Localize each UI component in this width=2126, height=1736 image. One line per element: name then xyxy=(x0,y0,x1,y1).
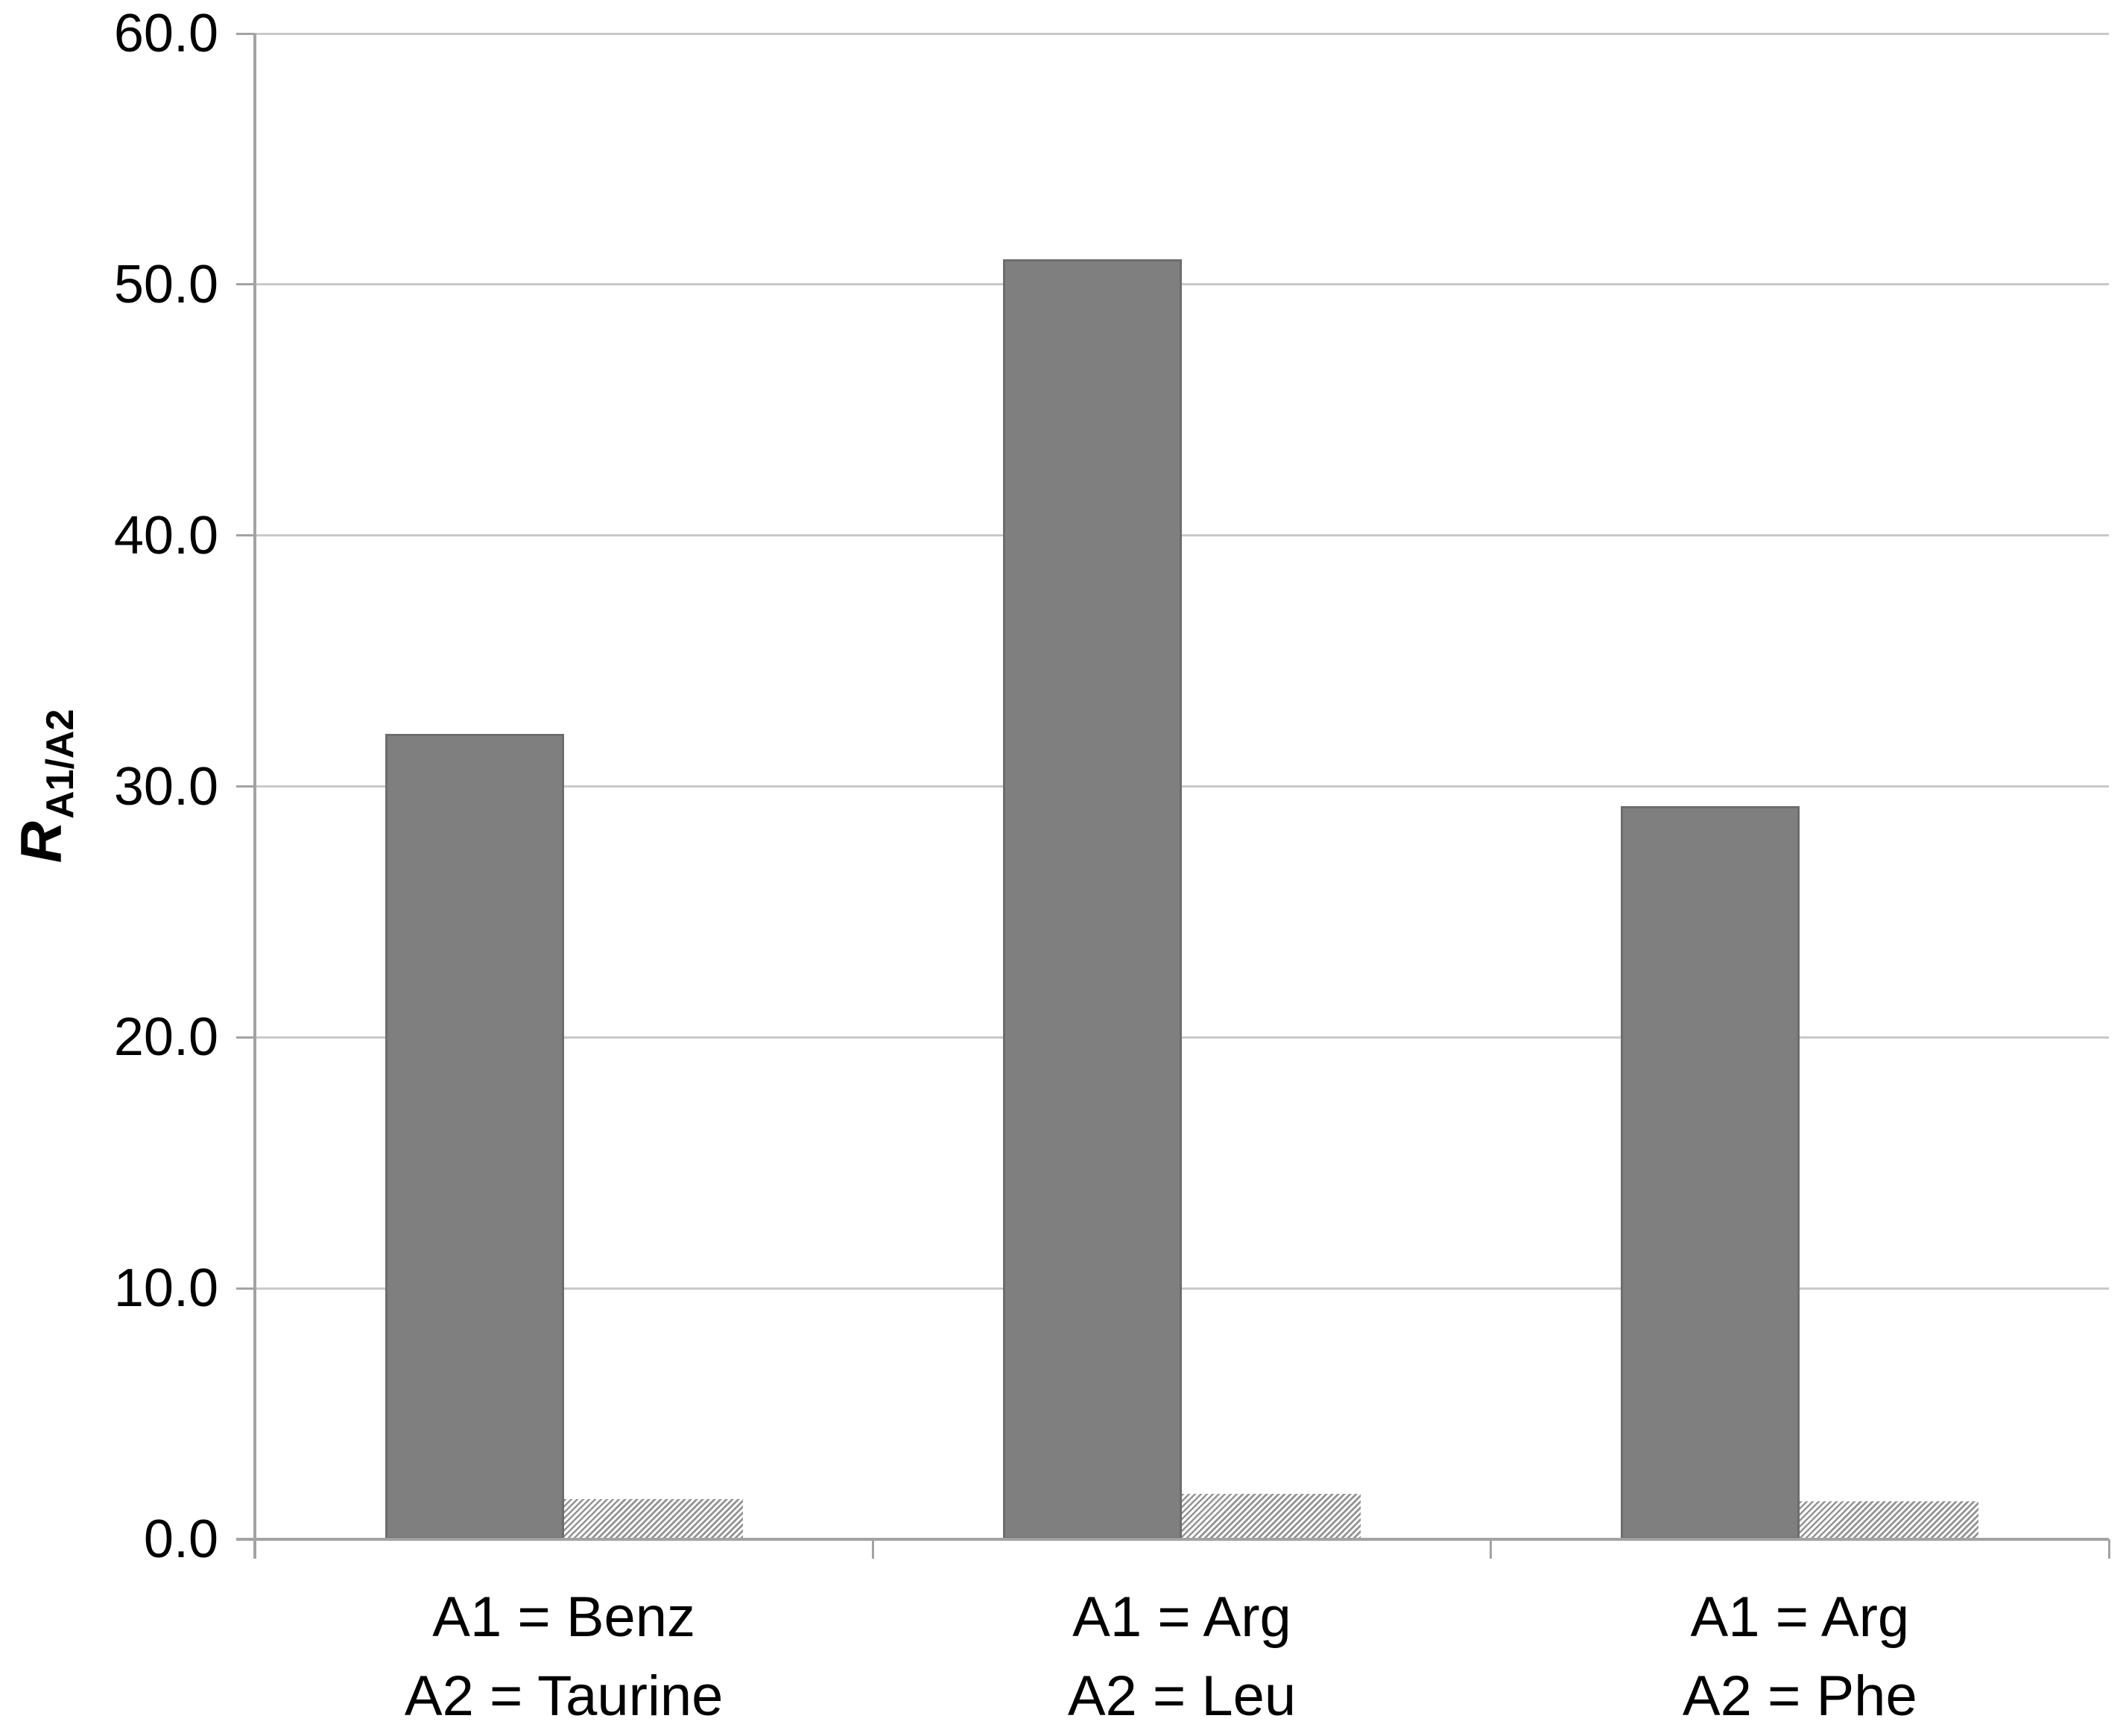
y-tick-mark-20.0 xyxy=(236,1036,255,1039)
y-tick-label-10.0: 10.0 xyxy=(113,1258,218,1319)
y-tick-label-20.0: 20.0 xyxy=(113,1007,218,1068)
bar-solid-2 xyxy=(1003,259,1182,1539)
bar-hatched-2 xyxy=(1182,1494,1361,1539)
category-label-line1: A1 = Arg xyxy=(1690,1585,1910,1649)
gridline-20.0 xyxy=(255,1036,2109,1039)
y-tick-label-60.0: 60.0 xyxy=(113,4,218,63)
category-tick-2 xyxy=(1490,1539,1493,1559)
y-tick-mark-60.0 xyxy=(236,32,255,35)
y-tick-mark-10.0 xyxy=(236,1287,255,1290)
y-tick-label-50.0: 50.0 xyxy=(113,254,218,314)
bar-solid-3 xyxy=(1621,806,1800,1539)
bar-hatched-3 xyxy=(1800,1501,1979,1539)
category-label-line1: A1 = Arg xyxy=(1072,1585,1291,1649)
category-label-line2: A2 = Phe xyxy=(1682,1664,1917,1728)
gridline-40.0 xyxy=(255,534,2109,537)
category-label-line2: A2 = Taurine xyxy=(404,1664,724,1728)
category-tick-3 xyxy=(2107,1539,2110,1559)
y-tick-mark-40.0 xyxy=(236,534,255,537)
gridline-30.0 xyxy=(255,785,2109,788)
y-tick-label-40.0: 40.0 xyxy=(113,505,218,566)
category-label-1: A1 = Benz A2 = Taurine xyxy=(255,1578,873,1736)
y-axis-title-main: R xyxy=(8,821,74,864)
y-tick-label-0.0: 0.0 xyxy=(143,1510,218,1569)
category-tick-1 xyxy=(871,1539,874,1559)
gridline-10.0 xyxy=(255,1287,2109,1290)
x-axis-line xyxy=(236,1538,2109,1541)
bar-solid-1 xyxy=(385,733,564,1539)
y-axis-line xyxy=(253,34,256,1559)
category-label-2: A1 = Arg A2 = Leu xyxy=(873,1578,1491,1736)
gridline-60.0 xyxy=(255,32,2109,35)
y-tick-label-30.0: 30.0 xyxy=(113,756,218,817)
category-label-line2: A2 = Leu xyxy=(1067,1664,1297,1728)
category-label-line1: A1 = Benz xyxy=(432,1585,696,1649)
bar-hatched-1 xyxy=(563,1499,743,1539)
category-label-3: A1 = Arg A2 = Phe xyxy=(1490,1578,2109,1736)
y-tick-mark-30.0 xyxy=(236,785,255,788)
gridline-50.0 xyxy=(255,283,2109,286)
y-tick-mark-50.0 xyxy=(236,283,255,286)
